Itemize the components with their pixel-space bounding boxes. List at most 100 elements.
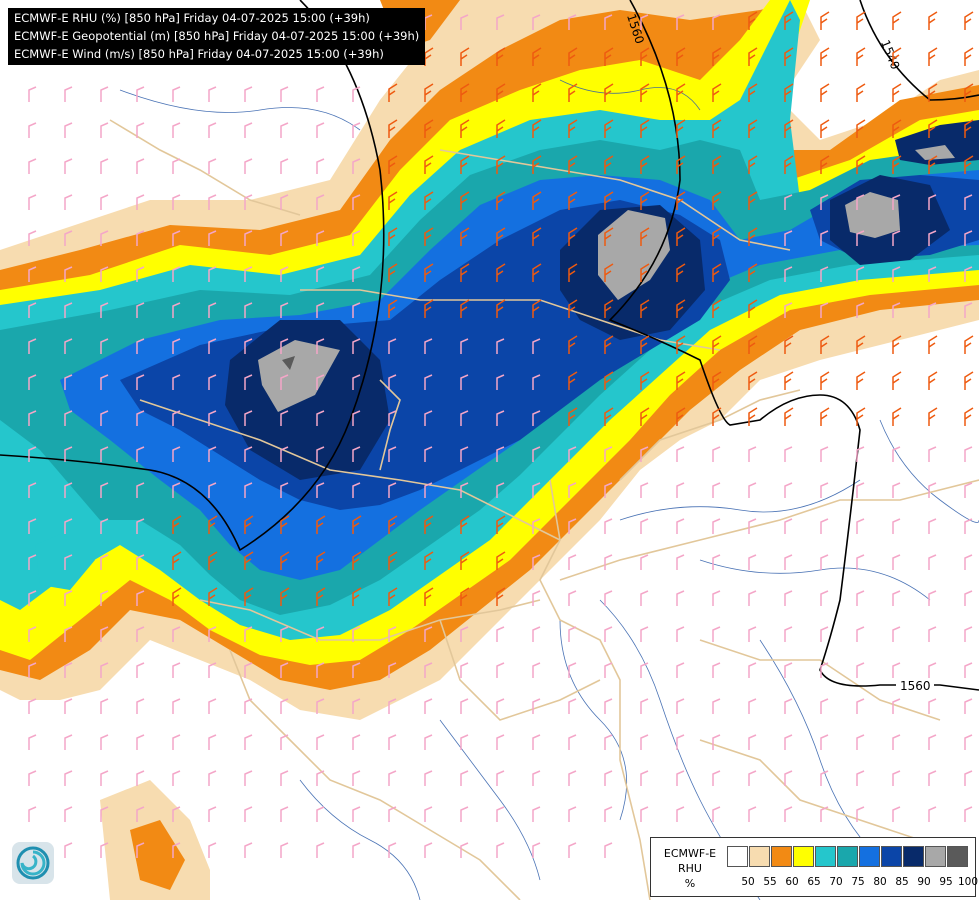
wind-barb xyxy=(676,554,685,570)
wind-barb xyxy=(820,482,829,498)
wind-barb xyxy=(676,518,685,534)
wind-barb xyxy=(964,155,974,174)
wind-barb xyxy=(28,158,37,174)
border xyxy=(699,739,921,841)
wind-barb xyxy=(712,626,721,642)
wind-barb xyxy=(640,698,649,714)
wind-barb xyxy=(568,407,578,426)
wind-barb xyxy=(208,266,217,282)
wind-barb xyxy=(388,806,397,822)
wind-barb xyxy=(316,194,325,210)
wind-barb xyxy=(28,122,37,138)
wind-barb xyxy=(316,374,325,390)
wind-barb xyxy=(532,299,542,318)
wind-barb xyxy=(964,770,973,786)
legend: ECMWF-E RHU % 50 55 60 65 70 75 80 85 90 95 100 xyxy=(650,837,978,897)
wind-barb xyxy=(568,482,577,498)
wind-barb xyxy=(676,482,685,498)
wind-barb xyxy=(892,770,901,786)
wind-barb xyxy=(532,155,542,174)
wind-barb xyxy=(460,374,469,390)
wind-barb xyxy=(316,734,325,750)
wind-barb xyxy=(424,338,433,354)
wind-barb xyxy=(172,806,181,822)
wind-barb xyxy=(352,626,361,642)
wind-barb xyxy=(928,407,938,426)
wind-barb xyxy=(676,227,686,246)
wind-barb xyxy=(568,263,578,282)
wind-barb xyxy=(424,626,433,642)
wind-barb xyxy=(568,83,578,102)
wind-barb xyxy=(316,338,325,354)
wind-barb xyxy=(352,587,362,606)
wind-barb xyxy=(964,266,973,282)
wind-barb xyxy=(424,119,434,138)
wind-barb xyxy=(640,482,649,498)
wind-barb xyxy=(964,119,974,138)
wind-barb xyxy=(352,410,361,426)
wind-barb xyxy=(64,662,73,678)
wind-barb xyxy=(172,194,181,210)
wind-barb xyxy=(856,335,866,354)
wind-barb xyxy=(568,842,577,858)
wind-barb xyxy=(892,302,901,318)
wind-barb xyxy=(856,518,865,534)
wind-barb xyxy=(388,263,398,282)
title-wind: ECMWF-E Wind (m/s) [850 hPa] Friday 04-0… xyxy=(14,47,384,61)
wind-barb xyxy=(964,407,974,426)
wind-barb xyxy=(604,482,613,498)
wind-barb xyxy=(604,734,613,750)
wind-barb xyxy=(604,698,613,714)
wind-barb xyxy=(856,230,865,246)
wind-barb xyxy=(568,770,577,786)
legend-swatch xyxy=(815,846,836,867)
wind-barb xyxy=(100,482,109,498)
rhu-band-95-north xyxy=(598,210,670,300)
wind-barb xyxy=(460,155,470,174)
legend-tick-label: 90 xyxy=(917,876,931,888)
border xyxy=(439,619,601,721)
wind-barb xyxy=(568,806,577,822)
wind-barb xyxy=(856,590,865,606)
wind-barb xyxy=(388,734,397,750)
wind-barb xyxy=(820,770,829,786)
wind-barb xyxy=(964,335,974,354)
wind-barb xyxy=(172,374,181,390)
wind-barb xyxy=(892,482,901,498)
wind-barb xyxy=(64,446,73,462)
wind-barb xyxy=(640,554,649,570)
border xyxy=(199,599,541,641)
wind-barb xyxy=(460,482,469,498)
wind-barb xyxy=(676,806,685,822)
wind-barb xyxy=(748,590,757,606)
wind-barb xyxy=(64,410,73,426)
wind-barb xyxy=(712,14,721,30)
wind-barb xyxy=(244,410,253,426)
legend-swatch xyxy=(859,846,880,867)
wind-barb xyxy=(676,83,686,102)
wind-barb xyxy=(316,266,325,282)
wind-barb xyxy=(568,155,578,174)
rhu-band-95-east xyxy=(845,192,900,238)
wind-barb xyxy=(280,194,289,210)
wind-barb xyxy=(604,590,613,606)
legend-swatch xyxy=(925,846,946,867)
wind-barb xyxy=(604,83,614,102)
legend-tick-label: 65 xyxy=(807,876,821,888)
wind-barb xyxy=(640,770,649,786)
wind-barb xyxy=(460,119,470,138)
title-geopotential: ECMWF-E Geopotential (m) [850 hPa] Frida… xyxy=(14,29,420,43)
wind-barb xyxy=(676,335,686,354)
wind-barb xyxy=(928,371,938,390)
wind-barb xyxy=(172,842,181,858)
wind-barb xyxy=(316,587,326,606)
wind-barb xyxy=(64,554,73,570)
wind-barb xyxy=(532,263,542,282)
wind-barb xyxy=(460,698,469,714)
wind-barb xyxy=(388,155,398,174)
wind-barb xyxy=(208,446,217,462)
wind-barb xyxy=(28,554,37,570)
wind-barb xyxy=(856,698,865,714)
wind-barb xyxy=(496,14,505,30)
wind-barb xyxy=(136,662,145,678)
